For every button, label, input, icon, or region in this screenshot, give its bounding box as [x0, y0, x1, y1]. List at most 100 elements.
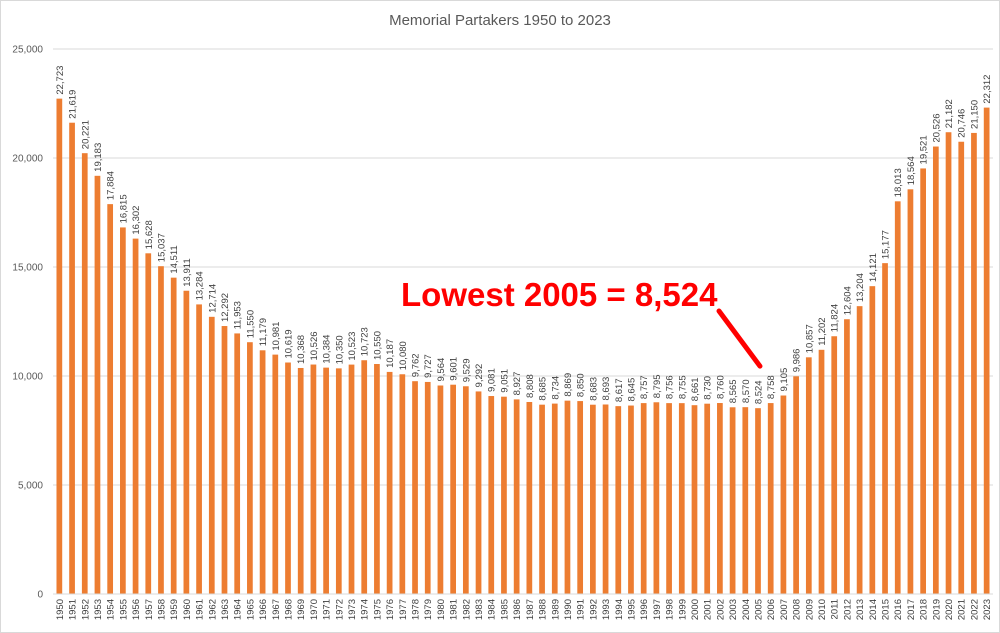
data-label-2006: 8,758 — [766, 375, 777, 399]
x-tick-label-1976: 1976 — [385, 599, 396, 620]
bar-1997 — [653, 402, 660, 594]
data-label-1959: 14,511 — [169, 245, 180, 273]
bar-1962 — [208, 316, 215, 594]
bar-1959 — [170, 277, 177, 594]
bar-1950 — [56, 98, 63, 594]
bar-1980 — [437, 385, 444, 594]
x-tick-label-1961: 1961 — [195, 599, 206, 620]
x-tick-label-1954: 1954 — [106, 599, 117, 620]
x-tick-label-2003: 2003 — [728, 599, 739, 620]
data-label-2005: 8,524 — [754, 380, 765, 404]
x-tick-label-1986: 1986 — [512, 599, 523, 620]
y-tick-label: 10,000 — [12, 372, 43, 383]
data-label-2000: 8,661 — [690, 377, 701, 401]
bar-1985 — [501, 396, 507, 594]
bar-1988 — [539, 404, 545, 594]
x-tick-label-1985: 1985 — [499, 599, 510, 620]
data-label-1970: 10,526 — [309, 331, 320, 360]
bar-1952 — [81, 153, 88, 594]
data-label-1975: 10,550 — [372, 331, 383, 360]
data-label-1976: 10,187 — [385, 339, 396, 368]
data-label-1981: 9,601 — [449, 357, 460, 381]
x-tick-label-1974: 1974 — [360, 599, 371, 620]
y-tick-label: 0 — [37, 590, 43, 601]
bar-1998 — [666, 403, 672, 594]
bar-2019 — [932, 146, 939, 594]
x-tick-label-1992: 1992 — [588, 599, 599, 620]
x-tick-label-1991: 1991 — [576, 599, 587, 620]
x-tick-label-2019: 2019 — [931, 599, 942, 620]
data-label-1962: 12,714 — [207, 284, 218, 313]
bar-2014 — [869, 286, 876, 594]
bar-2001 — [704, 403, 711, 594]
bar-1965 — [247, 342, 253, 594]
bar-2017 — [907, 189, 914, 595]
bar-2003 — [729, 407, 736, 594]
x-tick-label-1998: 1998 — [665, 599, 676, 620]
data-label-1969: 10,368 — [296, 335, 307, 364]
x-tick-label-2017: 2017 — [906, 599, 917, 620]
bar-2010 — [818, 349, 825, 594]
bar-1956 — [132, 238, 139, 594]
gridlines — [53, 48, 993, 486]
data-label-1988: 8,685 — [538, 377, 549, 401]
x-tick-label-1981: 1981 — [449, 599, 460, 620]
data-label-2001: 8,730 — [703, 376, 714, 400]
y-axis-tick-labels: 0 5,000 10,000 15,000 20,000 25,000 — [12, 45, 43, 601]
bar-2013 — [856, 306, 863, 594]
x-tick-label-2009: 2009 — [804, 599, 815, 620]
x-tick-label-1983: 1983 — [474, 599, 485, 620]
bar-2007 — [780, 395, 787, 594]
bar-2021 — [958, 141, 965, 595]
data-label-1996: 8,757 — [639, 375, 650, 399]
data-label-1978: 9,762 — [411, 353, 422, 377]
data-label-2010: 11,202 — [817, 317, 828, 345]
x-tick-label-1978: 1978 — [411, 599, 422, 620]
data-label-2017: 18,564 — [906, 156, 917, 185]
data-label-1985: 9,051 — [499, 369, 510, 393]
x-tick-label-1959: 1959 — [169, 599, 180, 620]
data-label-1987: 8,808 — [525, 374, 536, 398]
x-tick-label-1994: 1994 — [614, 599, 625, 620]
x-tick-label-2023: 2023 — [982, 599, 993, 620]
y-tick-label: 25,000 — [12, 45, 43, 56]
x-tick-label-1989: 1989 — [550, 599, 561, 620]
x-tick-label-2018: 2018 — [919, 599, 930, 620]
bar-2018 — [920, 168, 926, 594]
data-label-1966: 11,179 — [258, 318, 269, 346]
bar-1999 — [678, 403, 685, 594]
x-tick-label-1997: 1997 — [652, 599, 663, 620]
data-label-2022: 21,150 — [969, 100, 980, 129]
data-label-1986: 8,927 — [512, 372, 523, 396]
x-tick-label-1966: 1966 — [258, 599, 269, 620]
x-tick-label-2020: 2020 — [944, 599, 955, 620]
data-label-1971: 10,384 — [322, 335, 333, 364]
data-label-1965: 11,550 — [245, 310, 256, 338]
data-label-2013: 13,204 — [855, 273, 866, 302]
bar-2020 — [945, 132, 952, 595]
data-label-1990: 8,869 — [563, 373, 574, 397]
x-tick-label-1957: 1957 — [144, 599, 155, 620]
chart-title: Memorial Partakers 1950 to 2023 — [389, 12, 611, 29]
data-label-1972: 10,350 — [334, 335, 345, 364]
bar-1994 — [615, 406, 622, 594]
x-tick-label-1973: 1973 — [347, 599, 358, 620]
data-label-1982: 9,529 — [461, 358, 472, 382]
data-label-1957: 15,628 — [144, 220, 155, 249]
bar-1951 — [69, 122, 75, 595]
bar-1963 — [221, 326, 228, 594]
x-tick-label-1984: 1984 — [487, 599, 498, 620]
x-tick-label-1972: 1972 — [334, 599, 345, 620]
x-tick-label-1964: 1964 — [233, 599, 244, 620]
bar-1957 — [145, 253, 152, 594]
bar-1968 — [285, 362, 291, 594]
bar-1960 — [183, 290, 190, 594]
x-tick-label-1958: 1958 — [156, 599, 167, 620]
data-label-1968: 10,619 — [284, 329, 295, 358]
x-tick-label-1962: 1962 — [207, 599, 218, 620]
bar-1976 — [386, 371, 393, 594]
bars — [56, 98, 990, 595]
data-label-2004: 8,570 — [741, 379, 752, 403]
bar-1979 — [424, 381, 431, 594]
